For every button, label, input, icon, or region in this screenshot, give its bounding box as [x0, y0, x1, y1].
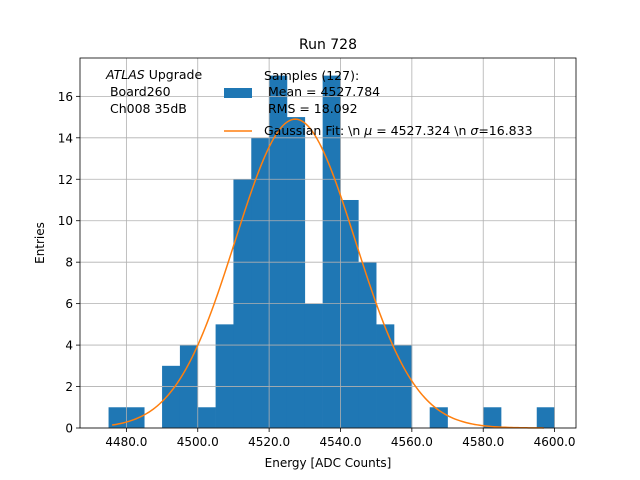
histogram-bar: [215, 324, 234, 428]
gaussian-fit-curve: [112, 118, 544, 429]
histogram-bar: [376, 324, 395, 428]
x-axis-ticks: 4480.0 4500.0 4520.0 4540.0 4560.0 4580.0 4600…: [105, 428, 576, 449]
chart-title: Run 728: [299, 37, 357, 53]
annotation-line-2: Board260: [106, 84, 171, 99]
x-tick-label: 4500.0: [177, 435, 219, 449]
atlas-annotation: ATLAS Upgrade Board260 Ch008 35dB: [105, 67, 202, 116]
annotation-line-3: Ch008 35dB: [106, 101, 187, 116]
y-tick-label: 6: [65, 297, 73, 311]
legend-fit-label: Gaussian Fit: \n μ = 4527.324 \n σ=16.83…: [264, 123, 533, 138]
y-tick-label: 12: [58, 173, 73, 187]
legend: Samples (127): Mean = 4527.784 RMS = 18.…: [224, 68, 533, 138]
legend-hist-line-3: RMS = 18.092: [264, 101, 358, 116]
y-tick-label: 0: [65, 422, 73, 436]
x-tick-label: 4560.0: [391, 435, 433, 449]
histogram-bar: [251, 137, 270, 429]
x-tick-label: 4540.0: [319, 435, 361, 449]
histogram-bar: [322, 75, 341, 429]
annotation-upgrade: Upgrade: [145, 67, 203, 82]
x-tick-label: 4480.0: [105, 435, 147, 449]
legend-fit-suffix: =16.833: [478, 123, 532, 138]
histogram-bar: [340, 199, 359, 428]
annotation-line-1: ATLAS Upgrade: [105, 67, 202, 82]
histogram-bar: [269, 75, 288, 429]
histogram-bar: [286, 117, 306, 428]
y-tick-label: 8: [65, 256, 73, 270]
legend-hist-line-2: Mean = 4527.784: [264, 84, 380, 99]
x-tick-label: 4520.0: [248, 435, 290, 449]
x-axis-label: Energy [ADC Counts]: [265, 456, 392, 470]
plot-frame: [79, 57, 577, 429]
x-tick-label: 4580.0: [462, 435, 504, 449]
histogram-bar: [162, 365, 181, 428]
legend-hist-line-1: Samples (127):: [264, 68, 359, 83]
y-tick-label: 10: [58, 214, 73, 228]
histogram-bar: [536, 407, 555, 428]
legend-hist-swatch: [224, 88, 252, 98]
y-tick-label: 16: [58, 90, 73, 104]
y-tick-label: 14: [58, 131, 73, 145]
legend-fit-middle: = 4527.324 \n: [372, 123, 470, 138]
y-axis-ticks: 0 2 4 6 8 10 12 14 16: [58, 90, 80, 436]
histogram-bar: [197, 407, 216, 428]
legend-fit-sigma: σ: [470, 123, 479, 138]
histogram-bar: [126, 407, 145, 428]
legend-fit-mu: μ: [363, 123, 372, 138]
histogram-bar: [108, 407, 127, 428]
y-tick-label: 2: [65, 380, 73, 394]
legend-fit-prefix: Gaussian Fit: \n: [264, 123, 364, 138]
histogram-bar: [304, 303, 323, 428]
y-axis-label: Entries: [33, 222, 47, 264]
histogram-bar: [483, 407, 502, 428]
x-tick-label: 4600.0: [534, 435, 576, 449]
annotation-atlas: ATLAS: [105, 67, 145, 82]
y-tick-label: 4: [65, 339, 73, 353]
